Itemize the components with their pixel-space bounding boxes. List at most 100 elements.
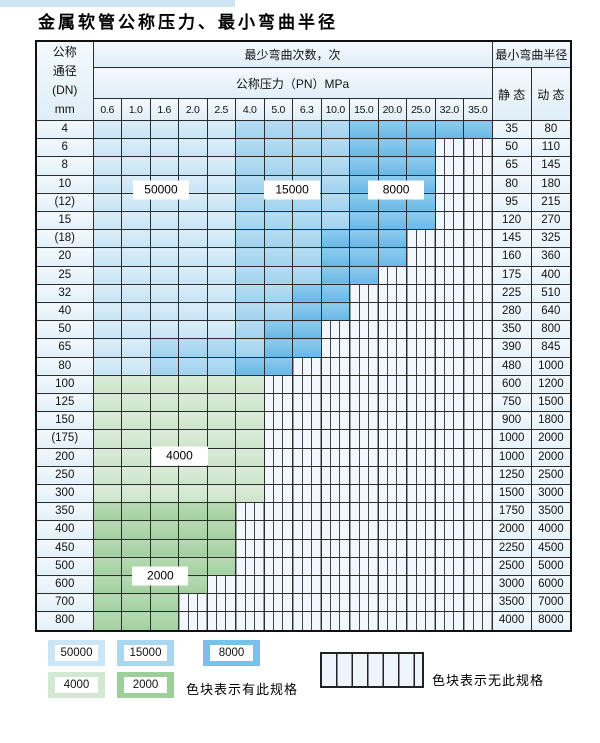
static-value-cell: 280 [491, 302, 532, 322]
spec-cell [263, 247, 293, 267]
dynamic-value-cell: 2000 [530, 447, 572, 467]
spec-cell [235, 229, 265, 249]
value-label-4000: 4000 [151, 446, 208, 466]
spec-cell [178, 411, 208, 431]
dynamic-value-cell: 5000 [530, 556, 572, 577]
no-spec-cell [292, 465, 322, 486]
static-header: 静 态 [491, 67, 532, 121]
spec-cell [149, 247, 179, 267]
spec-cell [92, 119, 122, 140]
spec-cell [92, 502, 122, 522]
dynamic-value-cell: 1200 [530, 374, 572, 395]
spec-cell [206, 320, 236, 340]
pressure-value-cell: 35.0 [463, 98, 493, 121]
no-spec-cell [263, 502, 293, 522]
dynamic-value-cell: 8000 [530, 611, 572, 632]
no-spec-cell [463, 356, 493, 376]
spec-cell [92, 429, 122, 449]
spec-cell [178, 520, 208, 540]
spec-cell [121, 538, 151, 558]
spec-cell [149, 374, 179, 395]
spec-cell [206, 393, 236, 413]
dn-cell: 65 [35, 338, 94, 358]
no-spec-cell [292, 520, 322, 540]
bend-cycles-header: 最少弯曲次数，次 [92, 40, 493, 68]
no-spec-cell [292, 556, 322, 577]
pressure-value-cell: 0.6 [92, 98, 122, 121]
pressure-value-cell: 5.0 [263, 98, 293, 121]
spec-cell [178, 302, 208, 322]
table-row: (12) 95 215 [35, 192, 572, 213]
no-spec-cell [434, 283, 464, 304]
spec-cell [292, 211, 322, 231]
spec-cell [121, 283, 151, 304]
spec-cell [206, 192, 236, 213]
no-spec-cell [263, 374, 293, 395]
no-spec-cell [434, 356, 464, 376]
spec-cell [349, 138, 379, 158]
legend-block-2000-label: 2000 [124, 677, 167, 693]
no-spec-cell [292, 393, 322, 413]
no-spec-cell [463, 192, 493, 213]
spec-cell [349, 229, 379, 249]
spec-cell [377, 138, 407, 158]
spec-cell [92, 556, 122, 577]
spec-cell [92, 447, 122, 467]
no-spec-cell [349, 611, 379, 632]
no-spec-cell [263, 575, 293, 595]
no-spec-cell [349, 356, 379, 376]
no-spec-cell [406, 283, 436, 304]
spec-cell [178, 538, 208, 558]
legend-no-spec-label: 色块表示无此规格 [432, 673, 545, 688]
dn-cell: 100 [35, 374, 94, 395]
table-row: 15 120 270 [35, 211, 572, 231]
spec-cell [206, 465, 236, 486]
no-spec-cell [377, 465, 407, 486]
spec-cell [349, 247, 379, 267]
spec-cell [178, 247, 208, 267]
pressure-value-cell: 1.0 [121, 98, 151, 121]
dynamic-value-cell: 2500 [530, 465, 572, 486]
dn-cell: 25 [35, 265, 94, 285]
no-spec-cell [463, 283, 493, 304]
table-row: 800 4000 8000 [35, 611, 572, 632]
spec-cell [178, 156, 208, 176]
no-spec-cell [463, 320, 493, 340]
spec-cell [235, 192, 265, 213]
no-spec-cell [463, 611, 493, 632]
value-label-15000: 15000 [264, 180, 321, 200]
static-value-cell: 160 [491, 247, 532, 267]
spec-cell [434, 119, 464, 140]
no-spec-cell [292, 374, 322, 395]
no-spec-cell [349, 320, 379, 340]
spec-cell [320, 265, 350, 285]
spec-cell [349, 119, 379, 140]
spec-cell [235, 265, 265, 285]
spec-cell [178, 465, 208, 486]
spec-cell [121, 229, 151, 249]
dynamic-value-cell: 510 [530, 283, 572, 304]
spec-cell [235, 374, 265, 395]
spec-cell [178, 338, 208, 358]
no-spec-cell [263, 429, 293, 449]
no-spec-cell [406, 338, 436, 358]
no-spec-cell [463, 411, 493, 431]
no-spec-cell [406, 593, 436, 613]
pressure-value-cell: 2.5 [206, 98, 236, 121]
value-label-50000: 50000 [132, 180, 189, 200]
dynamic-value-cell: 1000 [530, 356, 572, 376]
no-spec-cell [292, 611, 322, 632]
no-spec-cell [377, 338, 407, 358]
pressure-value-cell: 2.0 [178, 98, 208, 121]
spec-cell [149, 393, 179, 413]
spec-cell [149, 356, 179, 376]
value-label-2000: 2000 [132, 566, 189, 586]
static-value-cell: 175 [491, 265, 532, 285]
no-spec-cell [292, 429, 322, 449]
static-value-cell: 3500 [491, 593, 532, 613]
spec-cell [235, 447, 265, 467]
dn-cell: 10 [35, 174, 94, 194]
no-spec-cell [434, 538, 464, 558]
spec-cell [206, 447, 236, 467]
spec-cell [92, 593, 122, 613]
